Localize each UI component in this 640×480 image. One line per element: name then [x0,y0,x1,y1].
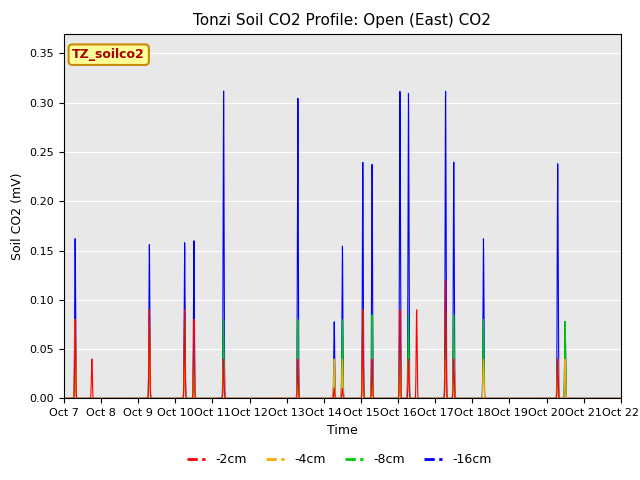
-8cm [419,396,427,401]
Line: -8cm: -8cm [64,310,621,398]
-16cm [179,395,187,401]
Line: -2cm: -2cm [64,280,621,398]
-8cm [88,396,96,401]
-8cm [499,396,506,401]
-4cm [179,395,187,401]
Title: Tonzi Soil CO2 Profile: Open (East) CO2: Tonzi Soil CO2 Profile: Open (East) CO2 [193,13,492,28]
-16cm [617,396,625,401]
-4cm [617,396,625,401]
-4cm [420,396,428,401]
-8cm [615,396,623,401]
Line: -4cm: -4cm [64,320,621,398]
X-axis label: Time: Time [327,424,358,437]
-4cm [269,396,276,401]
-2cm [105,396,113,401]
-2cm [499,396,506,401]
-16cm [173,396,181,401]
-16cm [88,396,96,401]
-4cm [499,396,506,401]
Text: TZ_soilco2: TZ_soilco2 [72,48,145,61]
-2cm [617,396,625,401]
-2cm [615,396,623,401]
-8cm [179,395,187,401]
-8cm [60,396,68,401]
-8cm [617,396,625,401]
-16cm [420,396,428,401]
-2cm [419,396,427,401]
-4cm [71,317,79,323]
-2cm [60,396,68,401]
-2cm [269,396,276,401]
-2cm [173,396,181,401]
-2cm [179,395,187,401]
-16cm [60,396,68,401]
-4cm [60,396,68,401]
-4cm [173,396,181,401]
-2cm [442,277,449,283]
-16cm [220,88,227,94]
-16cm [269,396,276,401]
Legend: -2cm, -4cm, -8cm, -16cm: -2cm, -4cm, -8cm, -16cm [182,448,497,471]
-8cm [269,396,276,401]
-4cm [88,396,96,401]
Y-axis label: Soil CO2 (mV): Soil CO2 (mV) [11,172,24,260]
-4cm [615,396,623,401]
-8cm [173,396,181,401]
-16cm [499,396,506,401]
-16cm [615,396,623,401]
-8cm [442,307,449,312]
Line: -16cm: -16cm [64,91,621,398]
